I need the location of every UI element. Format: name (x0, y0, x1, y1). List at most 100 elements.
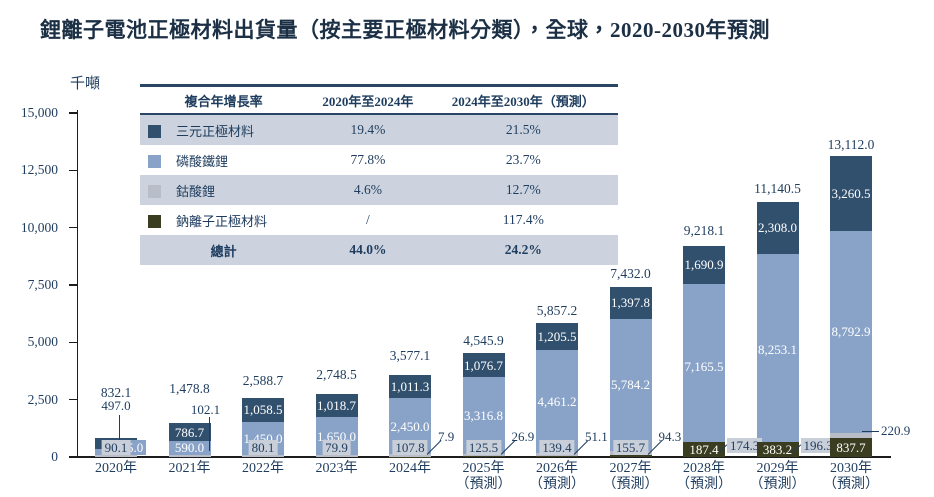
x-axis-label-2025年: 2025年 （預測） (455, 461, 512, 492)
x-axis-label-2024年: 2024年 (389, 461, 431, 476)
x-axis-label-2030年: 2030年 （預測） (823, 461, 879, 492)
cagr-2020-2024-lco: 4.6% (353, 182, 382, 197)
label-sodium-2025年: 26.9 (511, 429, 535, 444)
cagr-2024-2030-ternary: 21.5% (505, 122, 541, 137)
y-tick-label-15,000: 15,000 (20, 105, 58, 120)
y-tick-mark-5,000 (69, 341, 78, 344)
cagr-2020-2024-sodium: / (366, 212, 370, 227)
legend-label-lco: 鈷酸鋰 (176, 183, 216, 199)
bar-segment-ternary-2029年 (756, 201, 799, 255)
label-ternary-2025年: 1,076.7 (464, 357, 503, 373)
label-lfp-2027年: 5,784.2 (611, 377, 650, 393)
label-lco-2027年: 155.7 (612, 440, 649, 455)
bar-segment-ternary-2024年 (389, 374, 431, 399)
label-ternary-2027年: 1,397.8 (611, 295, 650, 311)
y-tick-label-5,000: 5,000 (27, 334, 58, 350)
label-lfp-2030年: 8,792.9 (831, 324, 871, 340)
bar-segment-ternary-2022年 (242, 397, 284, 422)
bar-segment-lco-2024年 (389, 454, 431, 457)
label-lfp-2029年: 8,253.1 (758, 341, 797, 357)
y-tick-label-2,500: 2,500 (27, 391, 58, 407)
legend-swatch-lfp (148, 154, 161, 168)
label-lfp-2028年: 7,165.5 (684, 359, 724, 375)
label-lfp-2026年: 4,461.2 (537, 393, 577, 409)
bar-segment-lfp-2029年 (756, 254, 799, 444)
label-ternary-2030年: 3,260.5 (831, 186, 871, 202)
bar-segment-sodium-2027年 (609, 454, 652, 457)
legend-swatch-lco (148, 184, 161, 198)
cagr-2020-2024-lfp: 77.8% (350, 152, 386, 167)
bar-segment-lfp-2027年 (609, 318, 652, 452)
legend-label-total: 總計 (210, 243, 237, 259)
label-lfp-2023年: 1,650.0 (317, 428, 356, 444)
x-axis-label-2022年: 2022年 (242, 461, 284, 476)
label-total-2028年: 9,218.1 (683, 222, 725, 238)
y-tick-mark-10,000 (69, 226, 78, 229)
legend-label-sodium: 鈉離子正極材料 (176, 213, 268, 229)
label-ternary-2021年: 786.7 (174, 424, 205, 440)
label-lco-2020年: 90.1 (101, 440, 131, 455)
label-ternary-2020年: 497.0 (101, 397, 131, 413)
y-tick-mark-12,500 (69, 169, 78, 172)
label-total-2021年: 1,478.8 (169, 381, 210, 397)
legend-row-sodium: 鈉離子正極材料 / 117.4% (140, 205, 618, 235)
bar-segment-sodium-2026年 (536, 455, 578, 457)
bar-segment-sodium-2025年 (462, 456, 505, 457)
legend-swatch-sodium (148, 214, 161, 228)
label-lco-2022年: 80.1 (248, 440, 278, 455)
label-total-2029年: 11,140.5 (754, 180, 801, 196)
x-axis-label-2029年: 2029年 （預測） (749, 461, 806, 492)
x-axis-label-2020年: 2020年 (95, 461, 137, 476)
chart-title: 鋰離子電池正極材料出貨量（按主要正極材料分類），全球，2020-2030年預測 (40, 18, 770, 42)
legend-row-lfp: 磷酸鐵鋰 77.8% 23.7% (140, 145, 618, 175)
bar-segment-lfp-2030年 (830, 231, 872, 433)
label-lco-2026年: 139.4 (539, 440, 575, 455)
label-lfp-2025年: 3,316.8 (464, 407, 503, 423)
y-tick-label-12,500: 12,500 (20, 162, 58, 178)
cagr-legend-table: 複合年增長率 2020年至2024年 2024年至2030年（預測） 三元正極材… (140, 84, 618, 265)
label-total-2020年: 832.1 (100, 384, 132, 400)
cagr-table-header: 複合年增長率 2020年至2024年 2024年至2030年（預測） (140, 85, 618, 115)
cagr-2024-2030-sodium: 117.4% (502, 212, 544, 227)
label-ternary-2026年: 1,205.5 (537, 328, 577, 344)
y-tick-mark-2,500 (69, 398, 78, 401)
bar-segment-lco-2023年 (315, 455, 358, 457)
leader-line-ternary-2020年 (119, 414, 121, 442)
label-lco-2029年: 196.3 (800, 438, 836, 453)
label-sodium-2028年: 187.4 (683, 442, 725, 457)
label-sodium-2024年: 7.9 (438, 429, 455, 444)
label-ternary-2023年: 1,018.7 (317, 398, 356, 414)
bar-segment-lfp-2028年 (683, 284, 725, 449)
cagr-2020-2024-total: 44.0% (349, 242, 387, 257)
bar-segment-lco-2021年 (168, 454, 211, 457)
label-sodium-2030年: 837.7 (830, 437, 872, 457)
cagr-header-2020-2024: 2020年至2024年 (307, 85, 429, 115)
label-ternary-2022年: 1,058.5 (243, 402, 283, 418)
label-ternary-2028年: 1,690.9 (684, 257, 724, 273)
x-axis-label-2028年: 2028年 （預測） (676, 461, 732, 492)
cagr-2024-2030-lfp: 23.7% (505, 152, 541, 167)
cagr-2024-2030-lco: 12.7% (505, 182, 541, 197)
label-total-2023年: 2,748.5 (316, 366, 357, 382)
label-lco-2025年: 125.5 (465, 440, 502, 455)
callout-line-lco-2021年 (208, 417, 210, 451)
label-total-2027年: 7,432.0 (610, 265, 651, 281)
bar-segment-ternary-2023年 (315, 393, 358, 418)
callout-line-lco-2030年 (862, 430, 879, 432)
bar-segment-ternary-2030年 (830, 156, 872, 232)
y-tick-label-0: 0 (51, 449, 58, 464)
cagr-2024-2030-total: 24.2% (504, 242, 542, 257)
cagr-header-2024-2030: 2024年至2030年（預測） (428, 85, 618, 115)
y-tick-mark-7,500 (69, 284, 78, 286)
cagr-header-metric: 複合年增長率 (140, 85, 308, 115)
y-tick-mark-0 (69, 456, 78, 458)
label-lco-2023年: 79.9 (322, 440, 351, 455)
bar-segment-ternary-2027年 (609, 286, 652, 319)
y-tick-label-7,500: 7,500 (27, 277, 58, 292)
label-sodium-2027年: 94.3 (658, 429, 682, 444)
bar-segment-ternary-2026年 (536, 322, 578, 351)
bar-segment-ternary-2021年 (168, 423, 211, 442)
y-tick-mark-15,000 (69, 112, 78, 114)
label-lco-2021年: 102.1 (190, 402, 221, 418)
